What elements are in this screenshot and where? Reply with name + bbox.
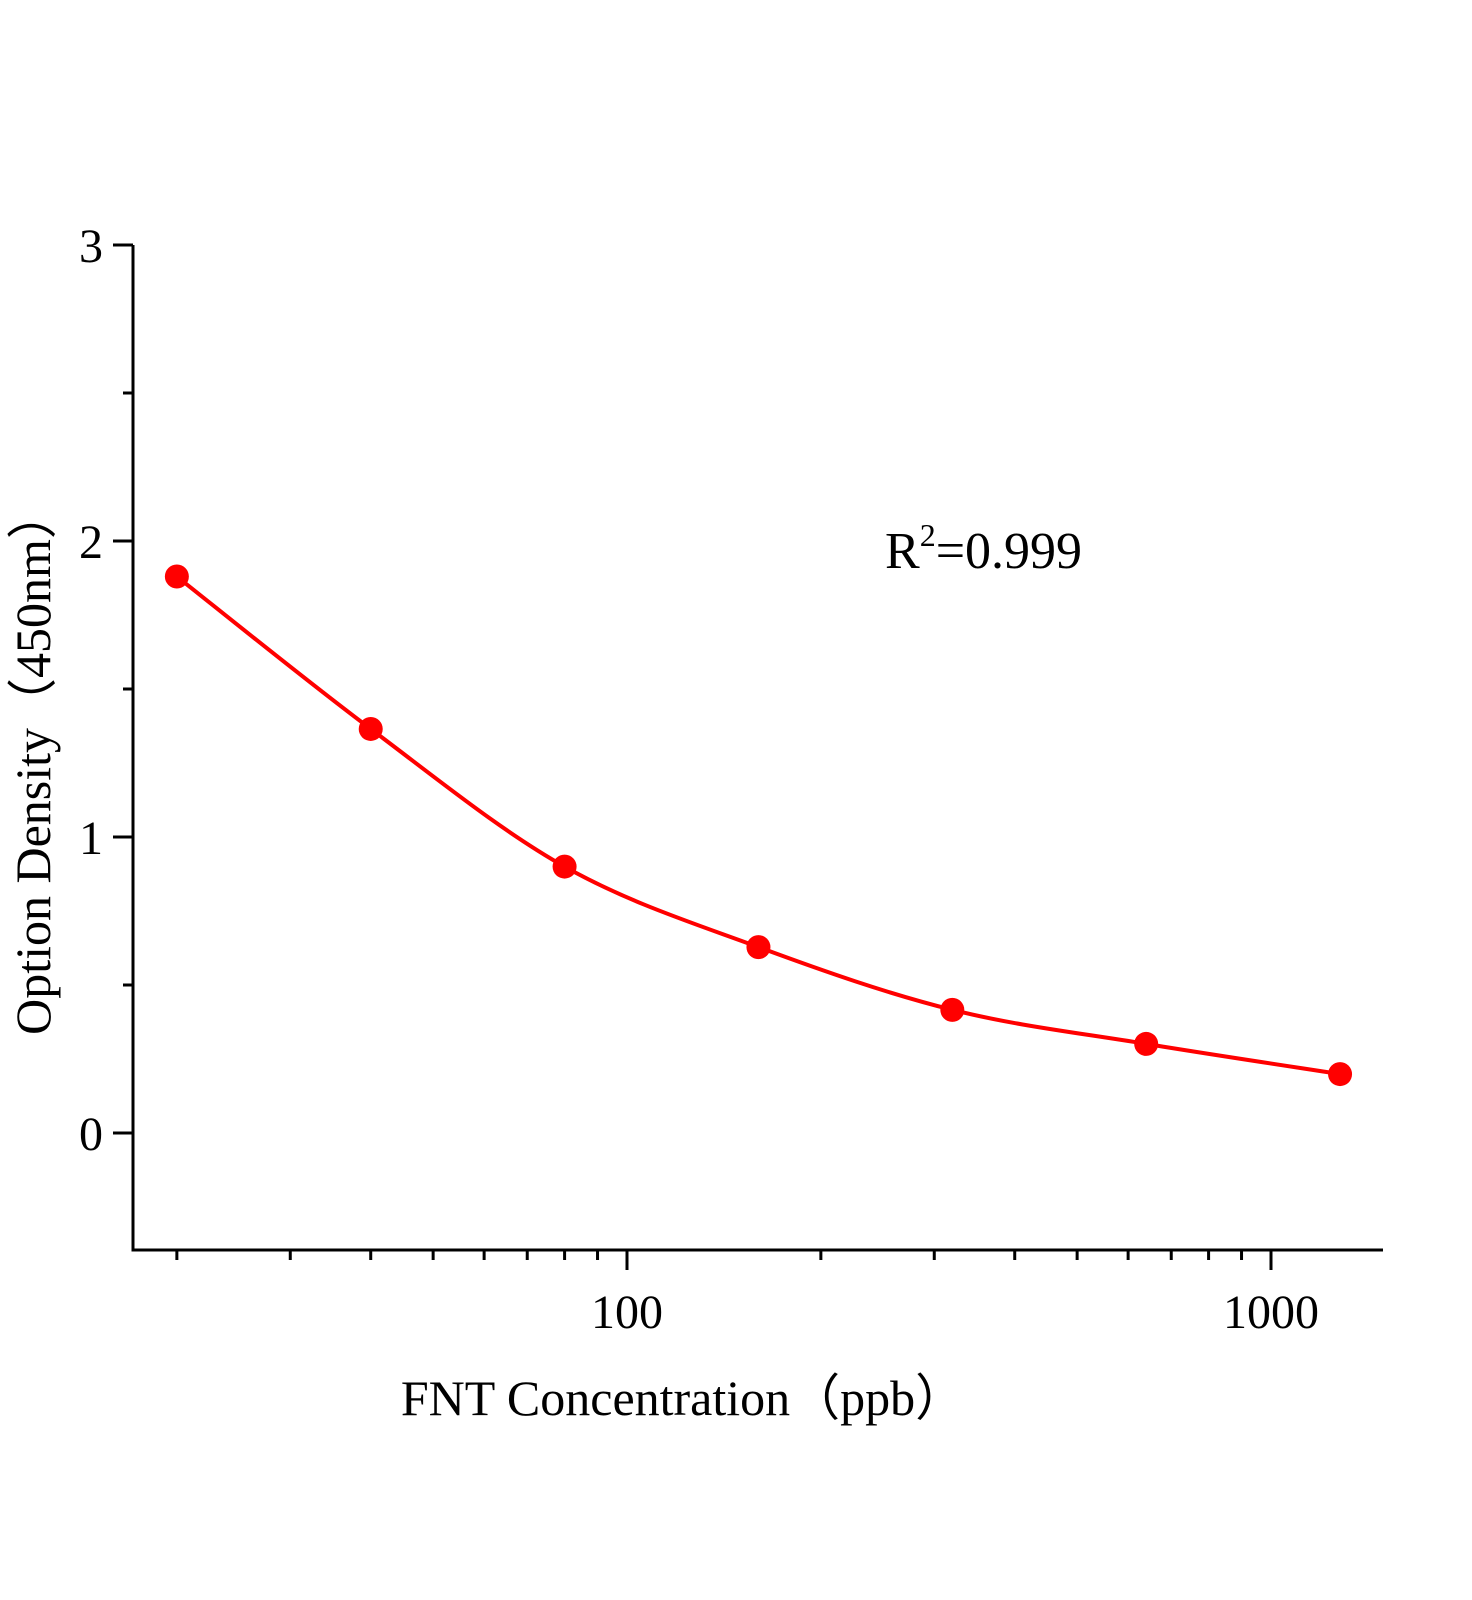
x-tick-label: 100 — [591, 1286, 663, 1339]
data-point — [358, 716, 383, 741]
data-point — [1134, 1031, 1159, 1056]
data-point — [164, 564, 189, 589]
x-tick-label: 1000 — [1223, 1286, 1319, 1339]
data-point — [940, 997, 965, 1022]
y-tick-label: 0 — [79, 1108, 103, 1161]
y-tick-label: 1 — [79, 812, 103, 865]
data-point — [552, 854, 577, 879]
y-tick-label: 3 — [79, 220, 103, 273]
y-tick-label: 2 — [79, 516, 103, 569]
data-points — [164, 564, 1353, 1087]
r-squared-annotation: R2=0.999 — [885, 517, 1082, 580]
axes: 0 1 2 3 100 1000 — [79, 220, 1383, 1339]
data-point — [746, 935, 771, 960]
fit-curve — [175, 574, 1341, 1077]
data-point — [1328, 1062, 1353, 1087]
y-axis-label: Option Density（450nm） — [5, 489, 61, 1035]
x-axis-label: FNT Concentration（ppb） — [401, 1370, 965, 1426]
